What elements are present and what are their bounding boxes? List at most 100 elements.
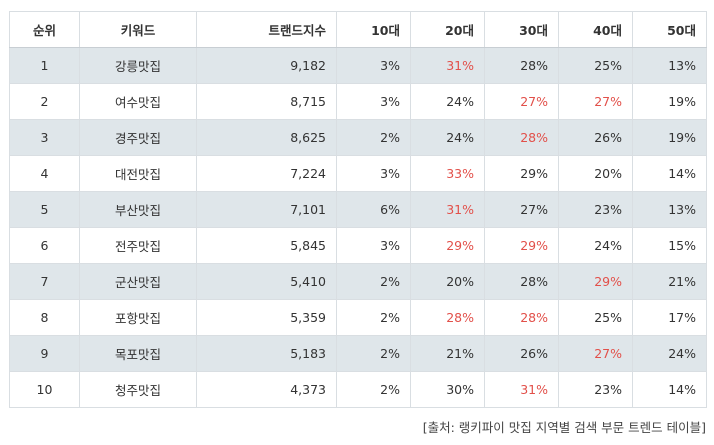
age-10s-cell: 2%	[336, 371, 411, 408]
age-40s-cell: 27%	[558, 335, 633, 372]
age-40s-cell: 23%	[558, 191, 633, 228]
age-20s-cell: 20%	[410, 263, 485, 300]
age-10s-cell: 2%	[336, 299, 411, 336]
age-40s-cell: 27%	[558, 83, 633, 120]
rank-cell: 5	[9, 191, 80, 228]
age-40s-cell: 29%	[558, 263, 633, 300]
age-10s-cell: 6%	[336, 191, 411, 228]
age-20s-cell: 28%	[410, 299, 485, 336]
age-10s-cell: 3%	[336, 227, 411, 264]
rank-cell: 7	[9, 263, 80, 300]
table-body: 1 강릉맛집 9,182 3% 31% 28% 25% 13% 2 여수맛집 8,715 3% 24% 2…	[9, 47, 707, 408]
table-row: 1 강릉맛집 9,182 3% 31% 28% 25% 13%	[9, 47, 707, 84]
trend-table: 순위 키워드 트랜드지수 10대 20대 30대 40대 50대 1 강릉맛집 9,…	[9, 11, 707, 408]
header-age-50s: 50대	[632, 11, 707, 48]
age-50s-cell: 13%	[632, 191, 707, 228]
header-row: 순위 키워드 트랜드지수 10대 20대 30대 40대 50대	[9, 11, 707, 48]
age-50s-cell: 14%	[632, 371, 707, 408]
keyword-cell: 목포맛집	[79, 335, 197, 372]
rank-cell: 9	[9, 335, 80, 372]
table-row: 5 부산맛집 7,101 6% 31% 27% 23% 13%	[9, 191, 707, 228]
age-40s-cell: 24%	[558, 227, 633, 264]
age-10s-cell: 3%	[336, 83, 411, 120]
trend-index-cell: 8,625	[196, 119, 337, 156]
table-row: 7 군산맛집 5,410 2% 20% 28% 29% 21%	[9, 263, 707, 300]
table-header: 순위 키워드 트랜드지수 10대 20대 30대 40대 50대	[9, 11, 707, 48]
age-10s-cell: 2%	[336, 335, 411, 372]
age-10s-cell: 3%	[336, 155, 411, 192]
table-row: 8 포항맛집 5,359 2% 28% 28% 25% 17%	[9, 299, 707, 336]
age-20s-cell: 29%	[410, 227, 485, 264]
age-40s-cell: 20%	[558, 155, 633, 192]
age-50s-cell: 21%	[632, 263, 707, 300]
table-row: 3 경주맛집 8,625 2% 24% 28% 26% 19%	[9, 119, 707, 156]
keyword-cell: 강릉맛집	[79, 47, 197, 84]
source-caption: [출처: 랭키파이 맛집 지역별 검색 부문 트렌드 테이블]	[422, 420, 706, 435]
trend-table-container: 순위 키워드 트랜드지수 10대 20대 30대 40대 50대 1 강릉맛집 9,…	[9, 11, 707, 408]
trend-index-cell: 8,715	[196, 83, 337, 120]
table-row: 10 청주맛집 4,373 2% 30% 31% 23% 14%	[9, 371, 707, 408]
age-20s-cell: 31%	[410, 47, 485, 84]
header-keyword: 키워드	[79, 11, 197, 48]
trend-index-cell: 7,224	[196, 155, 337, 192]
table-row: 6 전주맛집 5,845 3% 29% 29% 24% 15%	[9, 227, 707, 264]
age-20s-cell: 21%	[410, 335, 485, 372]
age-30s-cell: 26%	[484, 335, 559, 372]
age-10s-cell: 2%	[336, 119, 411, 156]
trend-index-cell: 7,101	[196, 191, 337, 228]
rank-cell: 2	[9, 83, 80, 120]
header-age-40s: 40대	[558, 11, 633, 48]
age-30s-cell: 28%	[484, 299, 559, 336]
trend-index-cell: 4,373	[196, 371, 337, 408]
header-rank: 순위	[9, 11, 80, 48]
rank-cell: 1	[9, 47, 80, 84]
age-50s-cell: 24%	[632, 335, 707, 372]
trend-index-cell: 5,845	[196, 227, 337, 264]
age-10s-cell: 3%	[336, 47, 411, 84]
trend-index-cell: 5,183	[196, 335, 337, 372]
age-20s-cell: 24%	[410, 83, 485, 120]
table-row: 9 목포맛집 5,183 2% 21% 26% 27% 24%	[9, 335, 707, 372]
keyword-cell: 청주맛집	[79, 371, 197, 408]
keyword-cell: 전주맛집	[79, 227, 197, 264]
age-20s-cell: 33%	[410, 155, 485, 192]
keyword-cell: 여수맛집	[79, 83, 197, 120]
rank-cell: 8	[9, 299, 80, 336]
age-30s-cell: 28%	[484, 119, 559, 156]
age-30s-cell: 31%	[484, 371, 559, 408]
keyword-cell: 경주맛집	[79, 119, 197, 156]
age-20s-cell: 30%	[410, 371, 485, 408]
header-age-10s: 10대	[336, 11, 411, 48]
age-30s-cell: 28%	[484, 47, 559, 84]
header-trend-index: 트랜드지수	[196, 11, 337, 48]
age-50s-cell: 14%	[632, 155, 707, 192]
table-row: 2 여수맛집 8,715 3% 24% 27% 27% 19%	[9, 83, 707, 120]
age-50s-cell: 19%	[632, 83, 707, 120]
keyword-cell: 부산맛집	[79, 191, 197, 228]
age-40s-cell: 25%	[558, 299, 633, 336]
age-20s-cell: 24%	[410, 119, 485, 156]
keyword-cell: 포항맛집	[79, 299, 197, 336]
rank-cell: 6	[9, 227, 80, 264]
age-40s-cell: 25%	[558, 47, 633, 84]
age-40s-cell: 23%	[558, 371, 633, 408]
age-40s-cell: 26%	[558, 119, 633, 156]
age-50s-cell: 13%	[632, 47, 707, 84]
table-row: 4 대전맛집 7,224 3% 33% 29% 20% 14%	[9, 155, 707, 192]
age-50s-cell: 15%	[632, 227, 707, 264]
age-10s-cell: 2%	[336, 263, 411, 300]
age-30s-cell: 29%	[484, 155, 559, 192]
age-50s-cell: 19%	[632, 119, 707, 156]
trend-index-cell: 5,410	[196, 263, 337, 300]
header-age-20s: 20대	[410, 11, 485, 48]
age-20s-cell: 31%	[410, 191, 485, 228]
age-30s-cell: 29%	[484, 227, 559, 264]
rank-cell: 10	[9, 371, 80, 408]
rank-cell: 3	[9, 119, 80, 156]
trend-index-cell: 9,182	[196, 47, 337, 84]
age-30s-cell: 27%	[484, 83, 559, 120]
trend-index-cell: 5,359	[196, 299, 337, 336]
keyword-cell: 군산맛집	[79, 263, 197, 300]
keyword-cell: 대전맛집	[79, 155, 197, 192]
age-30s-cell: 28%	[484, 263, 559, 300]
